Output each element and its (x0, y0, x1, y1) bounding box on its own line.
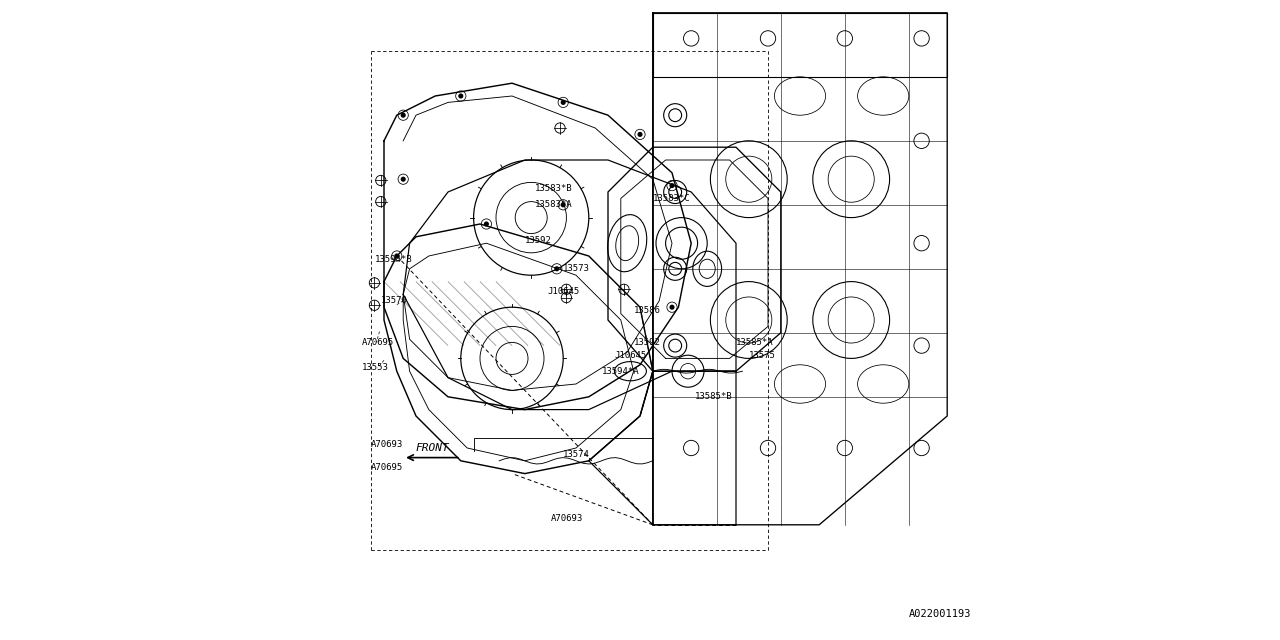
Text: 13583*C: 13583*C (653, 194, 690, 203)
Circle shape (401, 177, 406, 182)
Text: 13583*B: 13583*B (535, 184, 572, 193)
Text: 13594*A: 13594*A (602, 367, 639, 376)
Circle shape (484, 221, 489, 227)
Text: 13574: 13574 (563, 450, 590, 459)
Text: A70695: A70695 (362, 338, 394, 347)
Text: J10645: J10645 (548, 287, 580, 296)
Text: J10645: J10645 (614, 351, 646, 360)
Circle shape (394, 253, 399, 259)
Circle shape (669, 183, 675, 188)
Circle shape (554, 266, 559, 271)
Circle shape (458, 93, 463, 99)
Circle shape (561, 100, 566, 105)
Text: A70693: A70693 (550, 514, 582, 523)
Text: A70693: A70693 (371, 440, 403, 449)
Text: 13592: 13592 (634, 338, 660, 347)
Circle shape (401, 113, 406, 118)
Text: A70695: A70695 (371, 463, 403, 472)
Text: 13586: 13586 (634, 306, 660, 315)
Circle shape (637, 132, 643, 137)
Text: 13553: 13553 (362, 364, 388, 372)
Text: 13594*B: 13594*B (374, 255, 412, 264)
Text: 13585*B: 13585*B (694, 392, 732, 401)
Text: 13575: 13575 (749, 351, 776, 360)
Text: FRONT: FRONT (416, 443, 449, 453)
Circle shape (669, 305, 675, 310)
Text: 13592: 13592 (525, 236, 552, 244)
Circle shape (561, 202, 566, 207)
Text: 13585*A: 13585*A (736, 338, 773, 347)
Text: A022001193: A022001193 (909, 609, 972, 620)
Text: 13573: 13573 (563, 264, 590, 273)
Text: 13583*A: 13583*A (535, 200, 572, 209)
Text: 13570: 13570 (381, 296, 407, 305)
